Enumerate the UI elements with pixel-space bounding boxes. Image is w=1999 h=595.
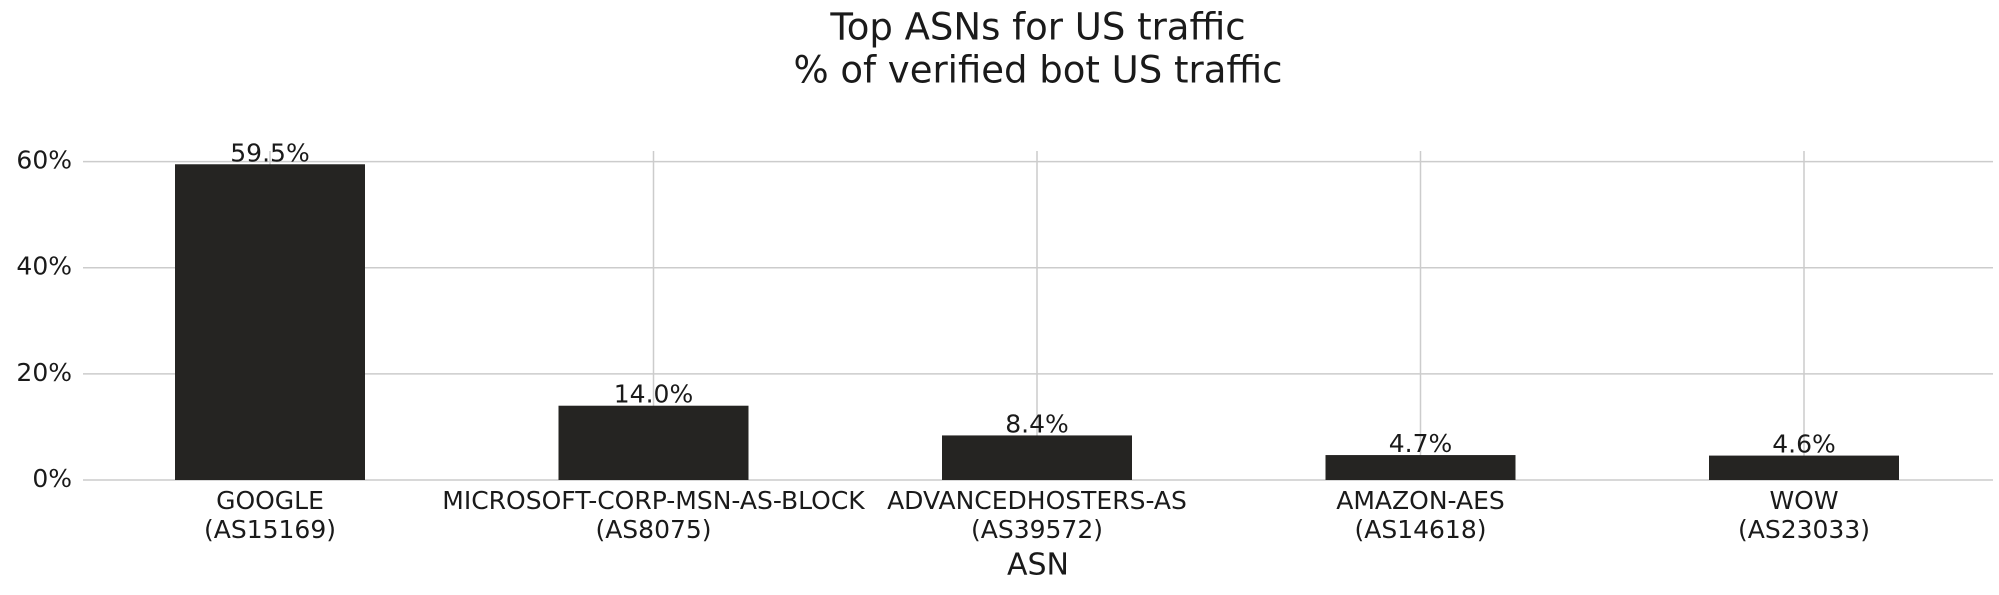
chart-title: Top ASNs for US traffic	[829, 6, 1245, 49]
bar	[558, 405, 749, 480]
value-label: 59.5%	[230, 138, 309, 167]
y-tick-label: 40%	[16, 252, 72, 281]
x-axis-label: ASN	[1007, 548, 1069, 583]
y-tick-label: 20%	[16, 358, 72, 387]
x-tick-label: ADVANCEDHOSTERS-AS (AS39572)	[887, 486, 1187, 544]
x-tick-label: AMAZON-AES (AS14618)	[1336, 486, 1505, 544]
x-tick-label: GOOGLE (AS15169)	[203, 486, 336, 544]
y-tick-label: 60%	[16, 146, 72, 175]
x-tick-label: WOW (AS23033)	[1737, 486, 1870, 544]
value-label: 4.7%	[1389, 429, 1453, 458]
value-label: 4.6%	[1772, 430, 1836, 459]
chart-subtitle: % of verified bot US traffic	[793, 49, 1282, 92]
value-label: 14.0%	[614, 380, 693, 409]
y-tick-label: 0%	[32, 464, 72, 493]
bar	[942, 435, 1132, 480]
bar	[1325, 455, 1516, 480]
bar	[1709, 455, 1899, 480]
value-label: 8.4%	[1005, 409, 1069, 438]
x-tick-label: MICROSOFT-CORP-MSN-AS-BLOCK (AS8075)	[442, 486, 865, 544]
bar	[175, 164, 365, 481]
